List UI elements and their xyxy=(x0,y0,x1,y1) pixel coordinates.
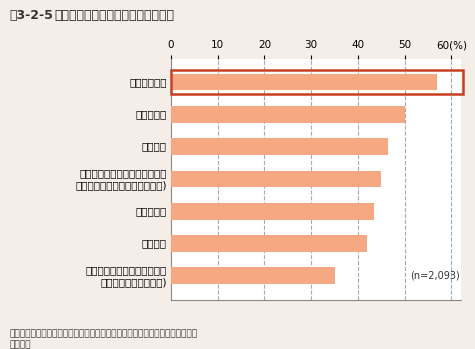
Bar xyxy=(171,203,374,220)
Text: 国内の観光客が観光地を選ぶ決め手: 国内の観光客が観光地を選ぶ決め手 xyxy=(55,9,175,22)
Bar xyxy=(171,171,381,187)
Bar xyxy=(171,235,367,252)
Text: 作成: 作成 xyxy=(10,340,31,349)
Text: (n=2,093): (n=2,093) xyxy=(410,271,460,281)
Bar xyxy=(171,106,405,123)
Text: 図3-2-5: 図3-2-5 xyxy=(10,9,53,22)
Text: 資料：財団法人経済広報センター「観光に関する意識・実態調査報告書」より: 資料：財団法人経済広報センター「観光に関する意識・実態調査報告書」より xyxy=(10,329,198,339)
Bar xyxy=(171,74,437,90)
Bar xyxy=(171,70,463,94)
Bar xyxy=(171,138,389,155)
Bar xyxy=(171,267,334,284)
